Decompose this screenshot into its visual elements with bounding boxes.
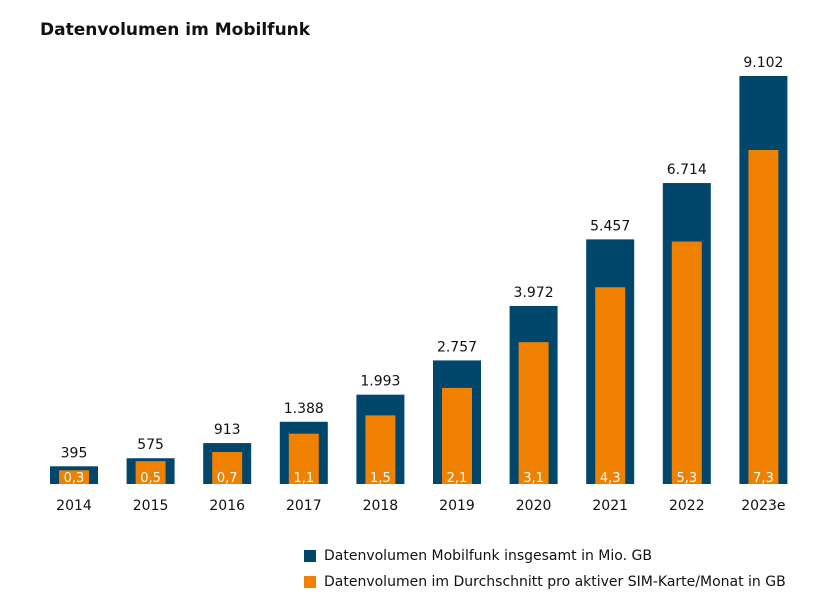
bar-average	[59, 470, 89, 484]
data-label-total: 1.993	[360, 374, 400, 390]
x-tick-label: 2014	[56, 498, 92, 514]
data-label-total: 913	[214, 422, 241, 438]
legend-label-total: Datenvolumen Mobilfunk insgesamt in Mio.…	[324, 548, 652, 564]
legend-label-average: Datenvolumen im Durchschnitt pro aktiver…	[324, 574, 786, 590]
x-tick-label: 2021	[592, 498, 628, 514]
bar-average	[748, 150, 779, 484]
x-tick-label: 2018	[363, 498, 399, 514]
bar-average	[518, 342, 549, 484]
legend-item-average: Datenvolumen im Durchschnitt pro aktiver…	[304, 569, 786, 595]
data-label-total: 9.102	[743, 55, 783, 71]
data-label-average: 7,3	[753, 471, 774, 486]
x-tick-label: 2023e	[741, 498, 785, 514]
bar-average	[212, 451, 243, 484]
bar-average	[595, 287, 626, 484]
chart-title: Datenvolumen im Mobilfunk	[40, 20, 311, 40]
data-label-total: 1.388	[284, 401, 324, 417]
data-label-total: 2.757	[437, 339, 477, 355]
data-label-average: 1,1	[293, 471, 314, 486]
data-label-total: 6.714	[667, 162, 707, 178]
data-label-average: 3,1	[523, 471, 544, 486]
legend-swatch-total	[304, 550, 316, 562]
data-label-average: 0,7	[217, 471, 238, 486]
data-label-total: 5.457	[590, 218, 630, 234]
data-label-average: 0,3	[64, 471, 85, 486]
data-label-average: 0,5	[140, 471, 161, 486]
bar-average	[365, 415, 396, 484]
legend-item-total: Datenvolumen Mobilfunk insgesamt in Mio.…	[304, 543, 786, 569]
x-tick-label: 2016	[209, 498, 245, 514]
x-tick-label: 2020	[516, 498, 552, 514]
bar-average	[135, 461, 166, 484]
bar-average	[442, 387, 472, 484]
bar-average	[288, 433, 319, 484]
data-label-average: 5,3	[676, 471, 697, 486]
data-label-total: 395	[61, 445, 88, 461]
legend-swatch-average	[304, 576, 316, 588]
x-tick-label: 2015	[133, 498, 169, 514]
bar-average	[671, 241, 702, 484]
x-tick-label: 2022	[669, 498, 705, 514]
data-label-average: 1,5	[370, 471, 391, 486]
data-label-average: 4,3	[600, 471, 621, 486]
data-label-total: 3.972	[514, 285, 554, 301]
x-tick-label: 2019	[439, 498, 475, 514]
legend: Datenvolumen Mobilfunk insgesamt in Mio.…	[304, 543, 786, 595]
data-label-total: 575	[137, 437, 164, 453]
x-tick-label: 2017	[286, 498, 322, 514]
data-label-average: 2,1	[447, 471, 468, 486]
